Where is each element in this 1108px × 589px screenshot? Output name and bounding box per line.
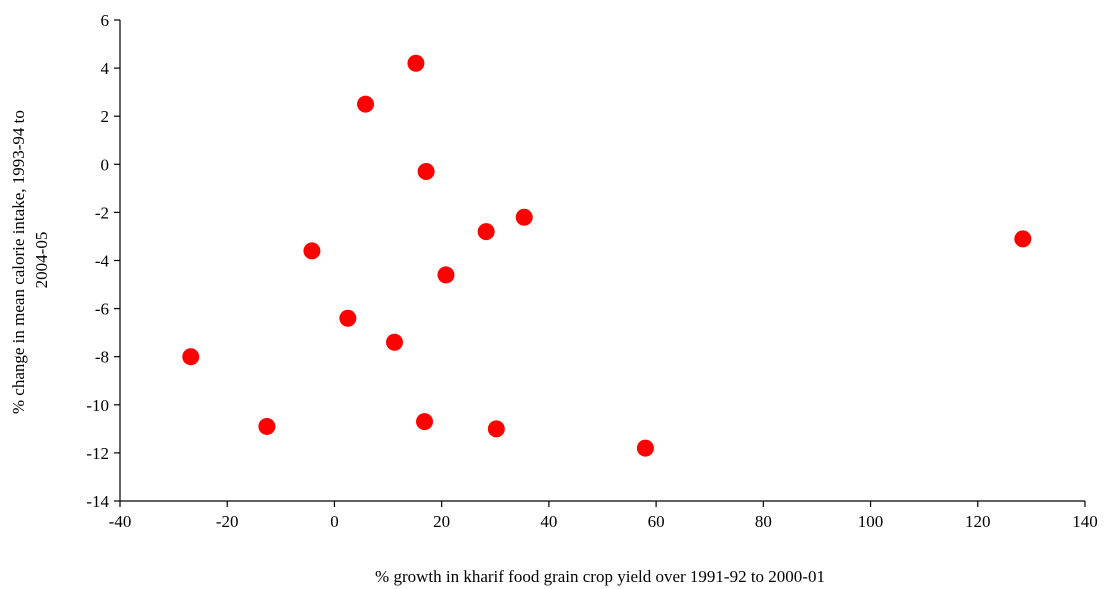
y-tick-label: -2 — [95, 203, 109, 222]
data-point — [417, 163, 435, 181]
x-tick-label: 0 — [330, 512, 339, 531]
x-tick-label: -20 — [216, 512, 239, 531]
x-tick-label: 40 — [540, 512, 557, 531]
x-tick-label: 80 — [755, 512, 772, 531]
y-axis-title-line-1: % change in mean calorie intake, 1993-94… — [9, 110, 28, 414]
data-point — [258, 417, 276, 435]
y-tick-label: -6 — [95, 300, 109, 319]
y-tick-label: -8 — [95, 348, 109, 367]
data-point — [303, 242, 321, 260]
y-tick-label: 0 — [101, 155, 110, 174]
x-tick-label: 140 — [1072, 512, 1098, 531]
y-tick-label: 2 — [101, 107, 110, 126]
x-tick-label: 60 — [648, 512, 665, 531]
data-point — [636, 439, 654, 457]
x-axis-title: % growth in kharif food grain crop yield… — [375, 567, 825, 586]
x-tick-label: 120 — [965, 512, 991, 531]
data-point — [477, 223, 495, 241]
data-point — [1014, 230, 1032, 248]
y-axis-title-line-2: 2004-05 — [32, 232, 51, 289]
x-tick-label: -40 — [109, 512, 132, 531]
y-tick-label: -12 — [86, 444, 109, 463]
data-point — [385, 333, 403, 351]
x-tick-label: 20 — [433, 512, 450, 531]
data-points — [182, 54, 1032, 457]
y-tick-label: -4 — [95, 252, 110, 271]
data-point — [416, 413, 434, 431]
y-tick-label: -10 — [86, 396, 109, 415]
data-point — [339, 309, 357, 327]
y-tick-label: 4 — [101, 59, 110, 78]
y-tick-label: 6 — [101, 11, 110, 30]
data-point — [357, 95, 375, 113]
data-point — [487, 420, 505, 438]
y-axis-title: % change in mean calorie intake, 1993-94… — [9, 106, 51, 414]
data-point — [407, 54, 425, 72]
data-point — [182, 348, 200, 366]
data-point — [515, 208, 533, 226]
y-tick-label: -14 — [86, 492, 109, 511]
axes — [114, 19, 1086, 507]
x-tick-label: 100 — [858, 512, 884, 531]
data-point — [437, 266, 455, 284]
